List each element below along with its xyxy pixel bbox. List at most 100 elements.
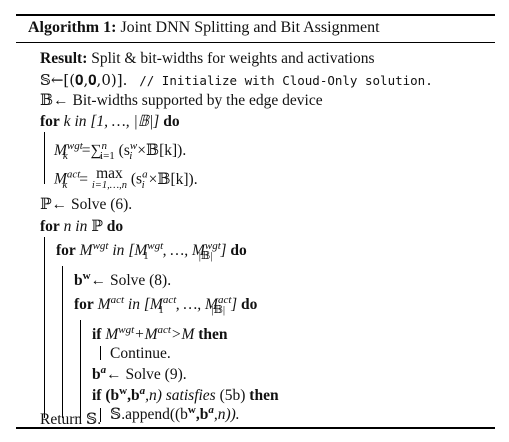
if2-then: then bbox=[249, 387, 279, 404]
for-n-line: for n in ℙ do bbox=[40, 218, 123, 236]
if2-a: a bbox=[139, 384, 146, 397]
if2-w: w bbox=[119, 384, 128, 397]
append-a: 𝕊.append((b bbox=[110, 406, 188, 423]
p-line: ℙ← Solve (6). bbox=[40, 196, 133, 213]
append-end: ,n)). bbox=[213, 406, 240, 423]
for-mact-line: for Mact in [Mact1, …, Mact|𝔹|] do bbox=[74, 293, 258, 317]
append-line: 𝕊.append((bw,ba,n)). bbox=[110, 403, 240, 424]
do-keyword: do bbox=[163, 113, 180, 130]
mwgt-tail-sup: w bbox=[129, 139, 138, 152]
append-w: w bbox=[187, 403, 196, 416]
for-mwgt-line: for Mwgt in [Mwgt1, …, Mwgt|𝔹|] do bbox=[56, 239, 247, 263]
if2-keyword: if bbox=[92, 387, 102, 404]
append-mid: ,b bbox=[195, 406, 209, 423]
for-mact-range-b-sub: |𝔹| bbox=[211, 304, 226, 317]
mact-symbol: M bbox=[54, 170, 67, 188]
result-text: Split & bit-widths for weights and activ… bbox=[91, 50, 375, 67]
for-mwgt-range-b-sup: wgt bbox=[204, 239, 221, 252]
bottom-rule bbox=[16, 427, 495, 429]
for-mwgt-keyword: for bbox=[56, 242, 76, 259]
if-m-act-sup: act bbox=[157, 323, 171, 336]
for-n-scope-bar bbox=[44, 237, 45, 418]
ba-line: ba← Solve (9). bbox=[92, 363, 187, 384]
if-scope-bar bbox=[100, 346, 101, 360]
ba-sup: a bbox=[100, 363, 107, 376]
for-n-keyword: for bbox=[40, 218, 60, 235]
mwgt-sup: wgt bbox=[66, 139, 83, 152]
for-n-var: n bbox=[63, 218, 72, 235]
for-mwgt-in: in bbox=[112, 242, 125, 259]
for-n-set: ℙ bbox=[91, 218, 103, 235]
for-mact-range-mid: , …, M bbox=[175, 296, 218, 313]
for-k-in: in bbox=[74, 113, 87, 130]
top-rule bbox=[16, 14, 495, 16]
for-k-line: for k in [1, …, |𝔹|] do bbox=[40, 113, 180, 131]
for-mwgt-range-end: ] bbox=[220, 242, 227, 259]
mwgt-tail-open: (s bbox=[118, 142, 130, 159]
mact-tail-sup: a bbox=[142, 168, 148, 181]
mact-eq: = bbox=[79, 170, 89, 188]
mact-max-sub: i=1,…,n bbox=[91, 180, 127, 191]
if-plus-m: +M bbox=[134, 326, 158, 343]
if-then: then bbox=[198, 326, 228, 343]
bw-line: bw← Solve (8). bbox=[74, 269, 171, 290]
mwgt-sum-top: n bbox=[101, 139, 108, 152]
mact-sub: k bbox=[62, 178, 68, 191]
if2-ref: (5b) bbox=[219, 387, 246, 404]
caption-title: Joint DNN Splitting and Bit Assignment bbox=[120, 19, 380, 36]
mact-tail-open: (s bbox=[130, 170, 143, 188]
for-mwgt-m: M bbox=[79, 242, 93, 259]
mact-sup: act bbox=[66, 168, 81, 181]
ba-rest: ← Solve (9). bbox=[106, 366, 187, 383]
mact-tail-sub: i bbox=[141, 178, 145, 191]
if-keyword: if bbox=[92, 326, 102, 343]
bitwidth-line: 𝔹← Bit-widths supported by the edge devi… bbox=[40, 92, 323, 109]
if2-open: (b bbox=[105, 387, 120, 404]
mwgt-tail-end: ×𝔹[k]). bbox=[137, 142, 187, 159]
for-keyword: for bbox=[40, 113, 60, 130]
for-mact-range-a-sub: 1 bbox=[158, 304, 164, 317]
mwgt-line: Mwgtk =∑ni=1 (swi ×𝔹[k]). bbox=[54, 139, 187, 163]
for-mwgt-range-b-sub: |𝔹| bbox=[198, 250, 213, 263]
for-mact-range-b-sup: act bbox=[217, 293, 232, 306]
mwgt-sum-bottom: i=1 bbox=[100, 150, 115, 163]
for-mwgt-range-a-sub: 1 bbox=[143, 250, 149, 263]
for-mact-range-end: ] bbox=[231, 296, 238, 313]
for-mact-sup: act bbox=[110, 293, 125, 306]
continue-line: Continue. bbox=[110, 345, 171, 362]
if2-mid: ,b bbox=[127, 387, 140, 404]
for-k-scope-bar bbox=[44, 132, 45, 184]
return-line: Return 𝕊. bbox=[40, 411, 102, 428]
if-satisfies-line: if (bw,ba,n) satisfies (5b) then bbox=[92, 384, 279, 405]
for-mact-m: M bbox=[97, 296, 111, 313]
ba-symbol: b bbox=[92, 366, 101, 383]
mact-max: max i=1,…,n bbox=[91, 166, 127, 192]
bw-symbol: b bbox=[74, 272, 83, 289]
caption-label: Algorithm 1: bbox=[28, 19, 117, 36]
if-rest: >M bbox=[171, 326, 195, 343]
for-mwgt-range-a-sup: wgt bbox=[147, 239, 164, 252]
if-m-wgt: M bbox=[105, 326, 119, 343]
init-comment: // Initialize with Cloud-Only solution. bbox=[139, 73, 433, 88]
if-m-wgt-sup: wgt bbox=[118, 323, 135, 336]
for-mwgt-do: do bbox=[230, 242, 247, 259]
for-mact-keyword: for bbox=[74, 296, 94, 313]
algorithm-caption: Algorithm 1: Joint DNN Splitting and Bit… bbox=[28, 19, 380, 37]
for-mact-range-a: [M bbox=[143, 296, 163, 313]
bw-sup: w bbox=[82, 269, 91, 282]
for-n-in: in bbox=[75, 218, 88, 235]
result-line: Result: Split & bit-widths for weights a… bbox=[40, 50, 375, 68]
for-mact-scope-bar bbox=[80, 320, 81, 418]
if2-end: ,n) bbox=[145, 387, 162, 404]
mwgt-sub: k bbox=[62, 150, 68, 163]
mwgt-tail-sub: i bbox=[129, 150, 133, 163]
for-mact-in: in bbox=[127, 296, 140, 313]
init-line: 𝕊←[(𝟎,𝟎,0)]. // Initialize with Cloud-On… bbox=[40, 71, 433, 90]
for-mact-do: do bbox=[241, 296, 258, 313]
append-sup-a: a bbox=[208, 403, 214, 416]
for-mwgt-sup: wgt bbox=[92, 239, 109, 252]
result-label: Result: bbox=[40, 50, 88, 67]
mwgt-eq-sum: =∑ bbox=[81, 142, 102, 159]
if2-satisfies: satisfies bbox=[165, 387, 216, 404]
for-mwgt-range-a: [M bbox=[128, 242, 148, 259]
